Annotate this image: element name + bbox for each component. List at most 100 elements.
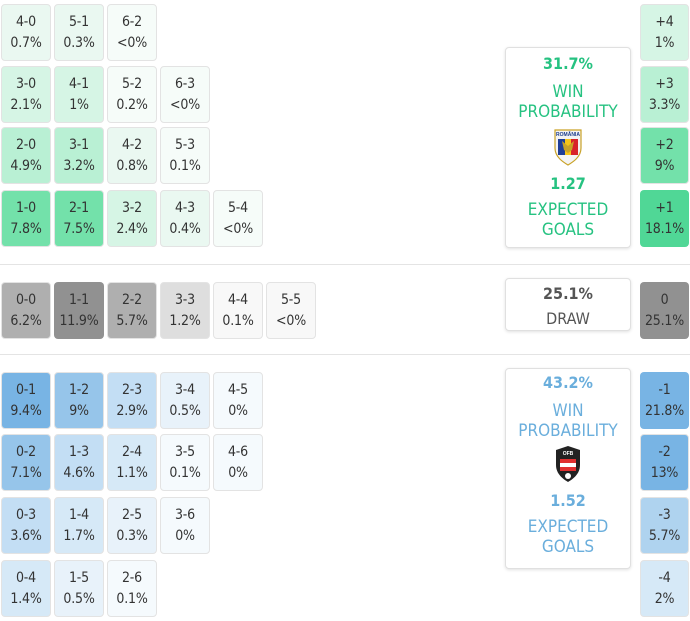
probability-value: 1.2% [169, 312, 201, 329]
draw-score-cell: 0-0 6.2% [1, 282, 51, 339]
draw-score-cell: 3-3 1.2% [160, 282, 210, 339]
probability-value: 21.8% [644, 402, 684, 419]
home-expected-goals: 1.27 [550, 174, 586, 193]
away-margin-cell: -3 5.7% [640, 497, 689, 554]
austria-badge-text: OFB [563, 451, 574, 457]
home-score-cell: 3-0 2.1% [1, 66, 51, 123]
away-win-probability: 43.2% [543, 373, 593, 392]
probability-value: <0% [170, 96, 200, 113]
away-score-cell: 4-5 0% [213, 372, 263, 429]
probability-value: 6.2% [10, 312, 42, 329]
home-margin-cell: +4 1% [640, 4, 689, 61]
probability-value: 9.4% [10, 402, 42, 419]
score-label: -2 [658, 443, 671, 460]
away-score-cell: 1-2 9% [54, 372, 104, 429]
away-score-cell: 2-6 0.1% [107, 560, 157, 617]
romania-badge-text: ROMÂNIA [556, 131, 580, 138]
probability-value: 0.7% [10, 34, 42, 51]
home-score-cell: 4-2 0.8% [107, 127, 157, 184]
probability-value: 2.9% [116, 402, 148, 419]
austria-badge-icon: OFB [556, 446, 580, 482]
away-margin-cell: -1 21.8% [640, 372, 689, 429]
score-label: 0-2 [16, 443, 36, 460]
home-score-cell: 2-1 7.5% [54, 190, 104, 247]
score-label: 1-1 [69, 291, 89, 308]
away-score-cell: 0-1 9.4% [1, 372, 51, 429]
probability-value: 1% [654, 34, 675, 51]
home-win-label: WIN PROBABILITY [518, 82, 618, 122]
score-label: 6-3 [175, 75, 195, 92]
away-score-cell: 1-5 0.5% [54, 560, 104, 617]
score-label: 0-0 [16, 291, 36, 308]
probability-value: 0.1% [169, 157, 201, 174]
home-win-probability: 31.7% [543, 54, 593, 73]
away-score-cell: 4-6 0% [213, 434, 263, 491]
score-label: 4-6 [228, 443, 248, 460]
draw-margin-cell: 0 25.1% [640, 282, 689, 339]
score-label: 2-0 [16, 136, 36, 153]
away-score-cell: 3-5 0.1% [160, 434, 210, 491]
score-label: 3-2 [122, 199, 142, 216]
draw-card: 25.1% DRAW [505, 278, 631, 331]
probability-value: 0% [228, 464, 248, 481]
score-label: 3-4 [175, 381, 195, 398]
probability-value: 0.5% [63, 590, 95, 607]
probability-value: 0.3% [116, 527, 148, 544]
home-score-cell: 5-3 0.1% [160, 127, 210, 184]
draw-probability: 25.1% [543, 284, 593, 303]
draw-score-cell: 2-2 5.7% [107, 282, 157, 339]
score-label: 2-4 [122, 443, 142, 460]
score-label: 1-4 [69, 506, 89, 523]
romania-badge-icon: ROMÂNIA [554, 129, 582, 166]
home-score-cell: 1-0 7.8% [1, 190, 51, 247]
score-label: 3-5 [175, 443, 195, 460]
score-label: 2-6 [122, 569, 142, 586]
probability-value: 0.1% [116, 590, 148, 607]
away-score-cell: 1-4 1.7% [54, 497, 104, 554]
probability-value: 0.8% [116, 157, 148, 174]
away-score-cell: 0-2 7.1% [1, 434, 51, 491]
draw-score-cell: 4-4 0.1% [213, 282, 263, 339]
home-score-cell: 4-1 1% [54, 66, 104, 123]
home-score-cell: 5-4 <0% [213, 190, 263, 247]
score-label: 1-0 [16, 199, 36, 216]
probability-value: 18.1% [644, 220, 684, 237]
score-label: 4-4 [228, 291, 248, 308]
probability-value: 3.6% [10, 527, 42, 544]
away-score-cell: 2-5 0.3% [107, 497, 157, 554]
probability-value: 7.8% [10, 220, 42, 237]
probability-value: 13% [650, 464, 679, 481]
probability-value: 1.7% [63, 527, 95, 544]
away-expected-goals: 1.52 [550, 491, 586, 510]
home-win-card: 31.7% WIN PROBABILITY ROMÂNIA 1.27 EXPEC… [505, 47, 631, 248]
score-label: 5-2 [122, 75, 142, 92]
home-margin-cell: +1 18.1% [640, 190, 689, 247]
away-margin-cell: -4 2% [640, 560, 689, 617]
probability-value: 0.4% [169, 220, 201, 237]
probability-value: 0% [228, 402, 248, 419]
score-label: 5-4 [228, 199, 248, 216]
score-label: 3-1 [69, 136, 89, 153]
probability-value: 3.2% [63, 157, 95, 174]
score-label: 2-3 [122, 381, 142, 398]
probability-value: 4.6% [63, 464, 95, 481]
probability-value: 1.4% [10, 590, 42, 607]
probability-value: 0.1% [169, 464, 201, 481]
home-score-cell: 4-0 0.7% [1, 4, 51, 61]
home-score-cell: 6-3 <0% [160, 66, 210, 123]
score-label: 3-6 [175, 506, 195, 523]
score-label: 0 [660, 291, 669, 308]
score-label: 5-1 [69, 13, 89, 30]
away-win-card: 43.2% WIN PROBABILITY OFB 1.52 EXPECTED … [505, 368, 631, 569]
home-score-cell: 5-1 0.3% [54, 4, 104, 61]
score-label: 4-0 [16, 13, 36, 30]
draw-score-cell: 5-5 <0% [266, 282, 316, 339]
section-divider-bottom [0, 354, 690, 355]
probability-value: 7.5% [63, 220, 95, 237]
home-score-cell: 4-3 0.4% [160, 190, 210, 247]
draw-label: DRAW [546, 309, 590, 328]
away-score-cell: 3-6 0% [160, 497, 210, 554]
score-label: 1-3 [69, 443, 89, 460]
probability-value: 7.1% [10, 464, 42, 481]
probability-value: <0% [223, 220, 253, 237]
